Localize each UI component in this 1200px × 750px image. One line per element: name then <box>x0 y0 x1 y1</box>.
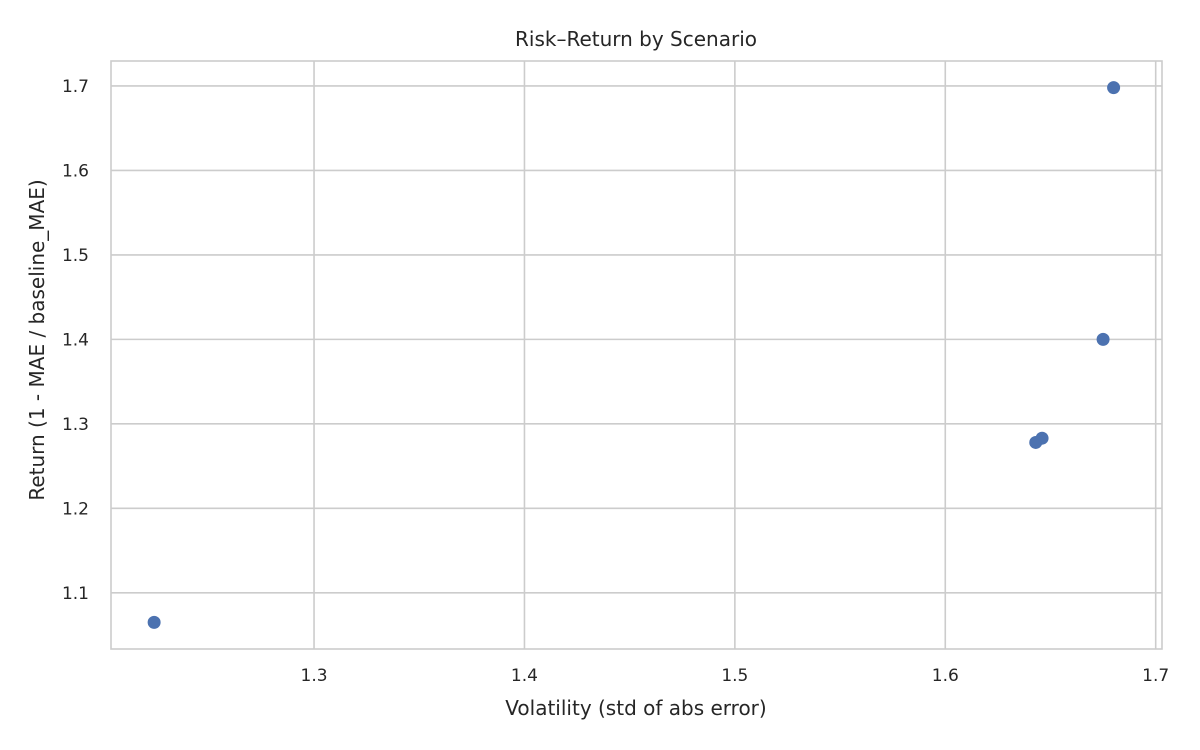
y-tick-label: 1.1 <box>62 584 89 604</box>
data-point <box>147 615 161 629</box>
x-tick-label: 1.4 <box>511 666 538 686</box>
y-tick-label: 1.5 <box>62 246 89 266</box>
y-tick-label: 1.2 <box>62 499 89 519</box>
data-point <box>1035 431 1049 445</box>
y-tick-label: 1.7 <box>62 77 89 97</box>
plot-area-frame <box>110 60 1163 650</box>
x-tick-label: 1.6 <box>932 666 959 686</box>
x-axis-label: Volatility (std of abs error) <box>505 696 766 720</box>
y-tick-label: 1.4 <box>62 330 89 350</box>
data-points <box>147 81 1121 629</box>
data-point <box>1096 332 1110 346</box>
x-tick-label: 1.5 <box>721 666 748 686</box>
data-point <box>1107 81 1121 95</box>
y-tick-label: 1.3 <box>62 415 89 435</box>
grid-lines <box>111 61 1162 649</box>
y-tick-label: 1.6 <box>62 161 89 181</box>
tick-labels: 1.3 1.4 1.5 1.6 1.7 1.1 1.2 1.3 1.4 1.5 1.6 1.7 <box>62 77 1169 686</box>
x-tick-label: 1.3 <box>301 666 328 686</box>
x-tick-label: 1.7 <box>1142 666 1169 686</box>
chart-title: Risk–Return by Scenario <box>515 27 757 51</box>
y-axis-label: Return (1 - MAE / baseline_MAE) <box>25 179 49 500</box>
